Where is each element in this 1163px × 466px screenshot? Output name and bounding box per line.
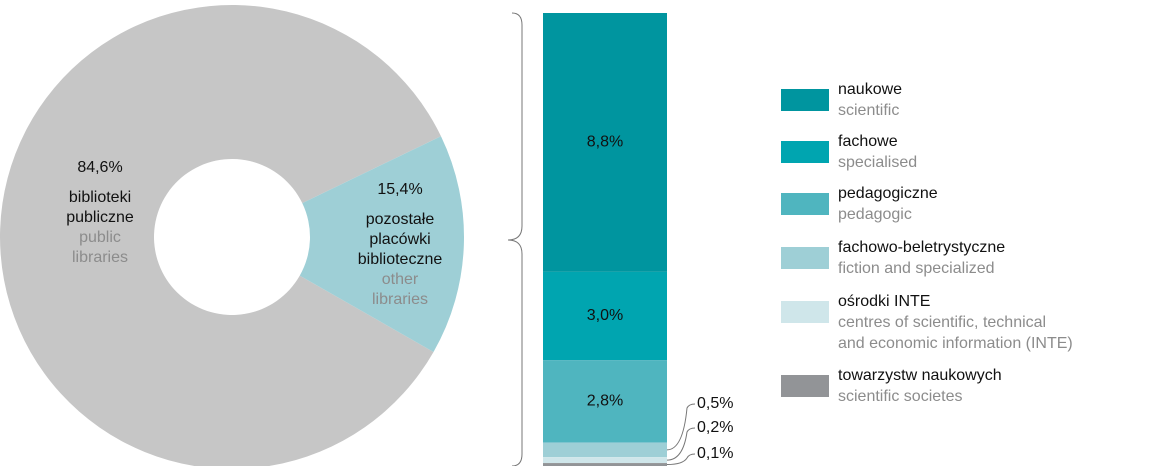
bar-segment xyxy=(543,457,667,464)
legend-label: fachowe xyxy=(838,133,898,150)
legend-label: fachowo-beletrystyczne xyxy=(838,239,1005,256)
brace xyxy=(507,12,523,466)
bar-segment xyxy=(543,360,667,443)
legend-translation: scientific societes xyxy=(838,388,963,405)
legend-translation: pedagogic xyxy=(838,206,912,223)
legend-swatch xyxy=(781,141,829,163)
legend-swatch xyxy=(781,247,829,269)
category-translation: libraries xyxy=(72,249,128,266)
legend-label: pedagogiczne xyxy=(838,185,938,202)
value-label: 84,6% xyxy=(77,159,122,176)
legend-label: naukowe xyxy=(838,81,902,98)
legend-swatch xyxy=(781,375,829,397)
category-label: biblioteczne xyxy=(358,251,443,268)
value-label: 3,0% xyxy=(587,307,623,324)
callout-line xyxy=(666,427,696,461)
bar-segment xyxy=(543,442,667,458)
category-label: placówki xyxy=(369,231,430,248)
category-label: publiczne xyxy=(66,209,134,226)
value-label: 0,2% xyxy=(697,419,733,436)
legend-swatch xyxy=(781,89,829,111)
legend-label: towarzystw naukowych xyxy=(838,367,1002,384)
legend-swatch xyxy=(781,301,829,323)
pie-slice xyxy=(0,5,441,466)
value-label: 15,4% xyxy=(377,181,422,198)
callout-line xyxy=(666,403,696,451)
bar-segment xyxy=(543,463,667,466)
value-label: 2,8% xyxy=(587,393,623,410)
category-label: pozostałe xyxy=(366,211,435,228)
bar-segment xyxy=(543,271,667,361)
value-label: 0,1% xyxy=(697,445,733,462)
category-translation: public xyxy=(79,229,121,246)
value-label: 8,8% xyxy=(587,134,623,151)
legend-translation: and economic information (INTE) xyxy=(838,335,1073,352)
category-label: biblioteki xyxy=(69,189,131,206)
value-label: 0,5% xyxy=(697,395,733,412)
category-translation: libraries xyxy=(372,291,428,308)
legend-label: ośrodki INTE xyxy=(838,293,930,310)
legend-translation: specialised xyxy=(838,154,917,171)
callout-line xyxy=(666,453,696,466)
legend-translation: fiction and specialized xyxy=(838,260,995,277)
legend-translation: scientific xyxy=(838,102,899,119)
bar-segment xyxy=(543,13,667,272)
legend-swatch xyxy=(781,193,829,215)
legend-translation: centres of scientific, technical xyxy=(838,314,1046,331)
pie-slice xyxy=(299,136,464,352)
category-translation: other xyxy=(382,271,419,288)
